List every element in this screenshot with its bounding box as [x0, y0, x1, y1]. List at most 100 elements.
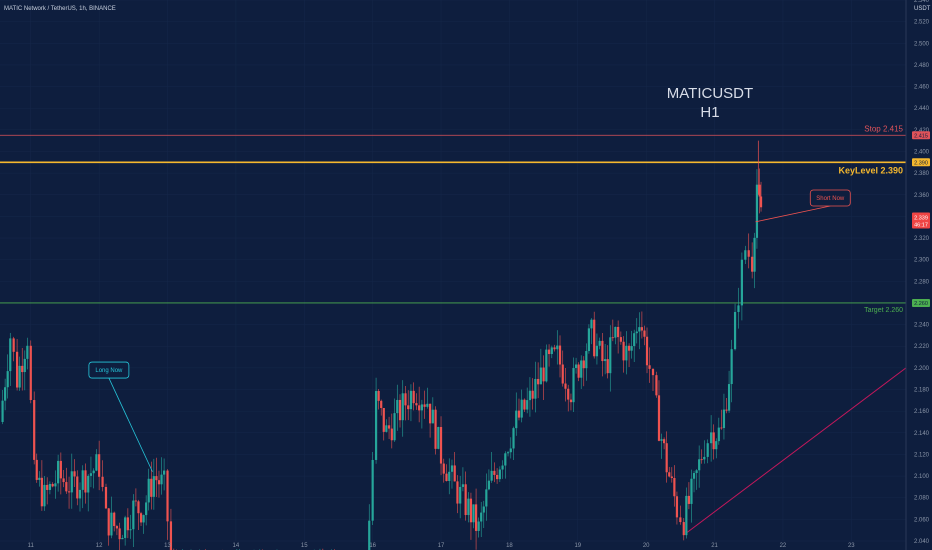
- candle-body: [84, 470, 87, 493]
- candle-body: [545, 349, 548, 382]
- candle-countdown-text: 46:17: [914, 222, 928, 228]
- candle-body: [81, 470, 84, 490]
- time-axis[interactable]: 11 12 13 14 15 16 17 18 19 20 21 22 23: [28, 543, 856, 549]
- candle-body: [137, 501, 140, 514]
- candle-body: [487, 480, 490, 490]
- annotation-pointer: [108, 377, 153, 472]
- candle-body: [553, 347, 556, 350]
- candle-body: [670, 476, 673, 479]
- candle-body: [614, 326, 617, 338]
- candle-body: [104, 486, 108, 509]
- candle-body: [67, 491, 71, 493]
- candle-body: [755, 184, 759, 238]
- candle-body: [387, 425, 391, 429]
- target-badge: [912, 298, 930, 307]
- candle-body: [434, 409, 437, 449]
- candle-body: [485, 489, 488, 507]
- y-tick-label: 2.300: [914, 258, 930, 264]
- candle-body: [759, 196, 763, 208]
- candle-body: [40, 477, 43, 507]
- candle-body: [593, 319, 596, 357]
- annotation-label: Short Now: [816, 196, 845, 202]
- candle-body: [651, 368, 655, 376]
- candle-body: [690, 478, 693, 504]
- candle-body: [665, 443, 668, 473]
- last-price-badge: [912, 212, 930, 229]
- candle-body: [537, 378, 540, 385]
- candle-body: [744, 250, 747, 260]
- chart-grid: [0, 0, 906, 542]
- x-tick-label: 20: [643, 543, 650, 549]
- annotation-box[interactable]: [88, 361, 130, 379]
- x-tick-label: 14: [233, 543, 240, 549]
- candle-body: [590, 319, 593, 329]
- candle-body: [390, 428, 393, 441]
- candle-body: [43, 484, 46, 507]
- candle-body: [160, 474, 163, 485]
- annotation-box[interactable]: [809, 189, 851, 207]
- candle-body: [437, 427, 440, 449]
- trendline: [686, 367, 907, 533]
- candle-body: [404, 393, 407, 406]
- candle-body: [407, 405, 410, 410]
- y-tick-label: 2.160: [914, 409, 930, 415]
- candle-body: [482, 506, 485, 513]
- candle-body: [76, 476, 79, 499]
- x-tick-label: 11: [28, 543, 35, 549]
- candle-body: [456, 481, 459, 504]
- candle-body: [710, 432, 713, 444]
- y-tick-label: 2.500: [914, 41, 930, 47]
- annotation-label: Long Now: [95, 368, 123, 374]
- candle-body: [587, 328, 590, 352]
- y-tick-label: 2.040: [914, 539, 930, 545]
- candle-body: [506, 452, 510, 454]
- candle-body: [556, 345, 559, 350]
- candle-body: [423, 404, 426, 407]
- candle-body: [98, 454, 101, 477]
- candle-body: [385, 425, 388, 432]
- candle-body: [703, 456, 706, 460]
- candle-body: [611, 337, 614, 339]
- candle-body: [139, 513, 143, 523]
- candle-body: [59, 460, 62, 479]
- y-tick-label: 2.180: [914, 388, 930, 394]
- candle-body: [152, 476, 155, 497]
- candle-body: [692, 473, 696, 479]
- candle-body: [698, 459, 701, 471]
- y-tick-label: 2.200: [914, 366, 930, 372]
- candle-body: [715, 441, 718, 450]
- candle-body: [733, 311, 737, 350]
- candle-body: [695, 470, 698, 474]
- candle-body: [65, 482, 68, 492]
- candle-body: [428, 403, 432, 424]
- candle-body: [490, 470, 493, 481]
- candle-body: [472, 504, 475, 523]
- candle-body: [561, 364, 564, 384]
- candle-body: [126, 517, 129, 531]
- candle-body: [453, 465, 456, 482]
- y-tick-label: 2.060: [914, 517, 930, 523]
- candle-body: [477, 521, 480, 531]
- y-tick-label: 2.140: [914, 431, 930, 437]
- candle-body: [717, 427, 720, 442]
- candle-body: [604, 359, 607, 362]
- candle-body: [617, 326, 620, 338]
- candle-body: [459, 486, 462, 504]
- candle-body: [655, 375, 658, 396]
- candle-body: [374, 391, 378, 460]
- candle-body: [26, 345, 29, 359]
- chart-title-timeframe: H1: [700, 104, 719, 121]
- candle-body: [598, 340, 601, 346]
- candle-body: [606, 359, 609, 374]
- candle-body: [464, 484, 467, 516]
- candle-body: [166, 470, 169, 522]
- y-tick-label: 2.480: [914, 63, 930, 69]
- candle-body: [682, 522, 685, 536]
- candle-body: [663, 439, 666, 444]
- y-tick-label: 2.320: [914, 236, 930, 242]
- candle-body: [679, 517, 682, 523]
- candle-body: [155, 476, 158, 481]
- price-axis[interactable]: 2.540 2.520 2.500 2.480 2.460 2.440 2.420 2.400…: [914, 0, 930, 545]
